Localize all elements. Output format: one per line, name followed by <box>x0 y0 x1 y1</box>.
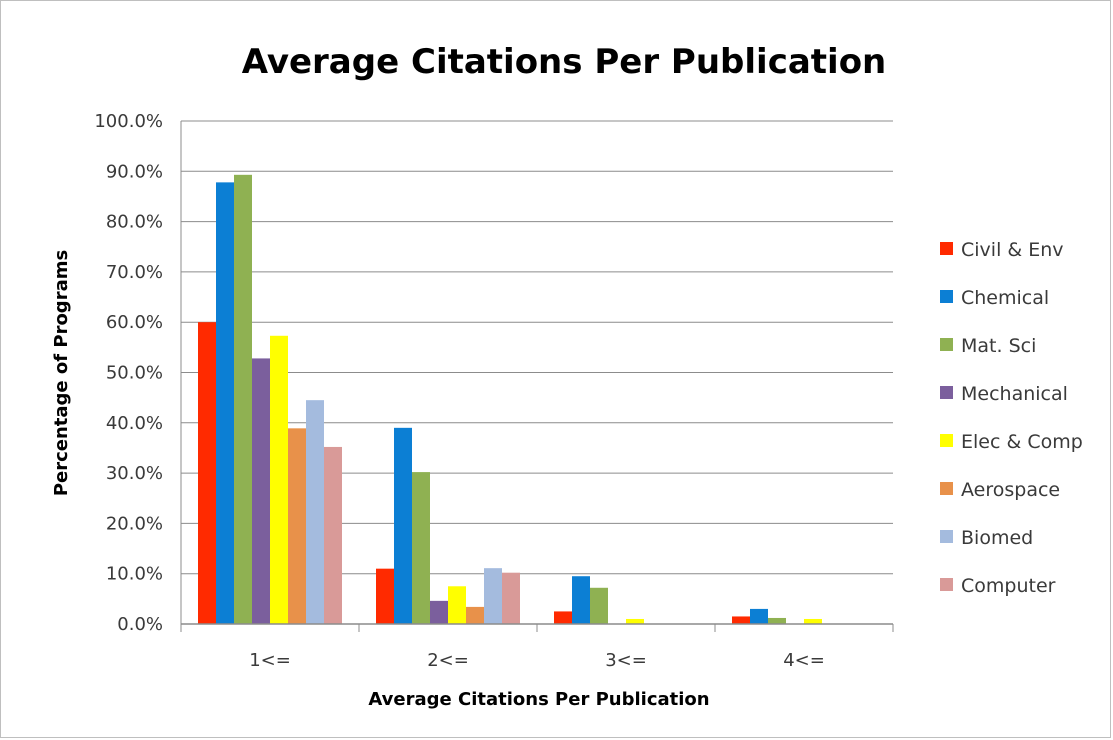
bar-civil-env-3 <box>732 616 750 624</box>
bar-biomed-0 <box>306 400 324 624</box>
bar-mat-sci-2 <box>590 587 608 624</box>
chart-title: Average Citations Per Publication <box>242 42 887 82</box>
y-tick-label: 70.0% <box>106 262 163 283</box>
y-tick-label: 80.0% <box>106 212 163 233</box>
legend-swatch <box>940 290 953 303</box>
bar-elec-comp-0 <box>270 335 288 624</box>
legend-label: Civil & Env <box>961 239 1064 261</box>
bar-elec-comp-3 <box>804 618 822 624</box>
legend: Civil & Env Chemical Mat. Sci Mechanical Ele… <box>940 239 1083 597</box>
legend-label: Elec & Comp <box>961 431 1083 453</box>
bar-chemical-0 <box>216 182 234 624</box>
bar-mat-sci-0 <box>234 174 252 625</box>
legend-swatch <box>940 434 953 447</box>
bar-chemical-1 <box>394 427 412 624</box>
bar-civil-env-1 <box>376 568 394 624</box>
y-tick-label: 100.0% <box>94 111 163 132</box>
y-tick-label: 10.0% <box>106 564 163 585</box>
legend-label: Aerospace <box>961 479 1060 501</box>
bar-chemical-2 <box>572 576 590 624</box>
x-tick-label: 2<= <box>427 650 469 671</box>
legend-label: Biomed <box>961 527 1033 549</box>
legend-label: Mat. Sci <box>961 335 1036 357</box>
legend-label: Mechanical <box>961 383 1068 405</box>
bar-mat-sci-1 <box>412 472 430 624</box>
legend-swatch <box>940 530 953 543</box>
bar-elec-comp-1 <box>448 586 466 624</box>
y-tick-label: 20.0% <box>106 513 163 534</box>
y-tick-label: 30.0% <box>106 463 163 484</box>
legend-swatch <box>940 338 953 351</box>
y-axis-ticks: 0.0% 10.0% 20.0% 30.0% 40.0% 50.0% 60.0% 70.0% 8… <box>94 111 163 635</box>
bar-civil-env-2 <box>554 611 572 624</box>
legend-label: Computer <box>961 575 1056 597</box>
bar-aerospace-1 <box>466 606 484 624</box>
y-tick-label: 50.0% <box>106 363 163 384</box>
bar-mechanical-0 <box>252 358 270 624</box>
bars <box>198 174 822 625</box>
bar-computer-0 <box>324 446 342 624</box>
legend-swatch <box>940 578 953 591</box>
x-tick-label: 3<= <box>605 650 647 671</box>
x-tick-label: 1<= <box>249 650 291 671</box>
legend-label: Chemical <box>961 287 1049 309</box>
bar-aerospace-0 <box>288 428 306 624</box>
legend-swatch <box>940 386 953 399</box>
y-tick-label: 60.0% <box>106 312 163 333</box>
y-tick-label: 0.0% <box>117 614 163 635</box>
x-axis-title: Average Citations Per Publication <box>368 689 709 710</box>
bar-chemical-3 <box>750 608 768 624</box>
bar-elec-comp-2 <box>626 618 644 624</box>
bar-mechanical-1 <box>430 600 448 624</box>
y-tick-label: 90.0% <box>106 161 163 182</box>
x-tick-label: 4<= <box>783 650 825 671</box>
y-tick-label: 40.0% <box>106 413 163 434</box>
x-axis-ticks: 1<= 2<= 3<= 4<= <box>249 650 825 671</box>
legend-swatch <box>940 482 953 495</box>
bar-civil-env-0 <box>198 322 216 624</box>
x-axis <box>180 121 894 632</box>
legend-swatch <box>940 242 953 255</box>
bar-mat-sci-3 <box>768 617 786 624</box>
bar-computer-1 <box>502 572 520 624</box>
y-axis-title: Percentage of Programs <box>51 250 72 496</box>
bar-biomed-1 <box>484 568 502 624</box>
